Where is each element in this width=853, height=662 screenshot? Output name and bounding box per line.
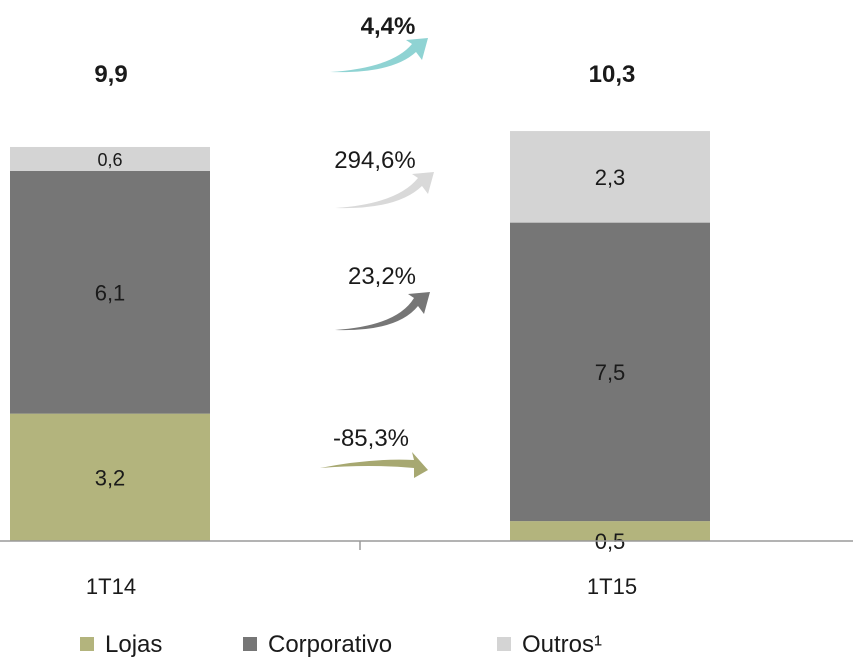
growth-arrow-outros [335, 172, 434, 209]
totals-group: 9,9 10,3 [94, 61, 635, 88]
bar-lojas-1t14 [10, 413, 210, 541]
bar-lojas-1t15 [510, 521, 710, 541]
bar-outros-1t14 [10, 146, 210, 171]
legend: Lojas Corporativo Outros¹ [80, 631, 602, 658]
bar-corporativo-1t14 [10, 170, 210, 414]
bar-outros-1t15 [510, 131, 710, 223]
growth-label-total: 4,4% [361, 13, 416, 40]
growth-label-lojas: -85,3% [333, 425, 409, 452]
segment-label-outros-1t15: 2,3 [595, 165, 626, 190]
legend-swatch-corporativo [243, 637, 257, 651]
growth-arrow-lojas [320, 452, 428, 478]
bars-group [10, 131, 710, 541]
legend-swatch-outros [497, 637, 511, 651]
total-label-1t15: 10,3 [589, 61, 636, 88]
legend-label-lojas: Lojas [105, 631, 162, 658]
growth-arrows-group: 4,4% 294,6% 23,2% -85,3% [320, 13, 434, 478]
growth-arrow-total [330, 38, 428, 73]
x-tick-labels-group: 1T14 1T15 [86, 574, 637, 599]
growth-label-outros: 294,6% [334, 147, 415, 174]
x-tick-label-1t14: 1T14 [86, 574, 136, 599]
growth-label-corporativo: 23,2% [348, 263, 416, 290]
segment-label-outros-1t14: 0,6 [97, 150, 122, 170]
segment-label-corporativo-1t14: 6,1 [95, 280, 126, 305]
legend-label-outros: Outros¹ [522, 631, 602, 658]
legend-label-corporativo: Corporativo [268, 631, 392, 658]
segment-label-lojas-1t14: 3,2 [95, 465, 126, 490]
legend-swatch-lojas [80, 637, 94, 651]
x-tick-label-1t15: 1T15 [587, 574, 637, 599]
total-label-1t14: 9,9 [94, 61, 127, 88]
segment-label-corporativo-1t15: 7,5 [595, 360, 626, 385]
bar-corporativo-1t15 [510, 222, 710, 522]
growth-arrow-corporativo [335, 292, 430, 331]
